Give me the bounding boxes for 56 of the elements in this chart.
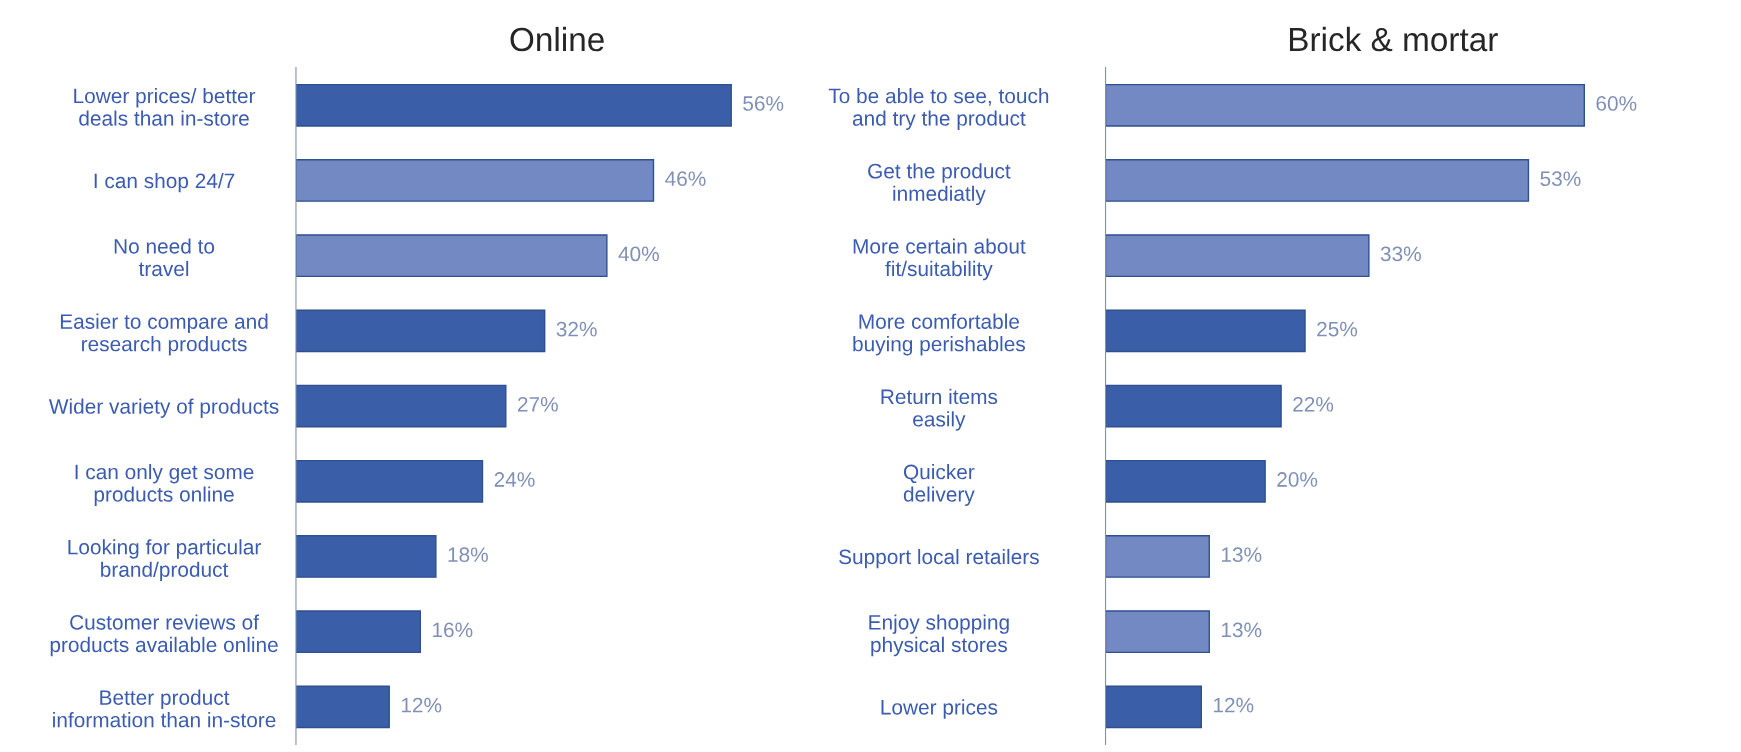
data-label: 33% — [1380, 246, 1421, 262]
bar — [295, 159, 655, 202]
bar — [295, 685, 390, 729]
data-label: 56% — [743, 96, 784, 111]
chart-title: Brick & mortar — [1289, 26, 1498, 52]
bar — [295, 535, 437, 578]
y-tick-label: Wider variety of products — [48, 398, 279, 418]
y-tick-label: Enjoy shopping physical stores — [869, 614, 1009, 657]
data-label: 40% — [618, 246, 659, 262]
data-label: 27% — [517, 396, 558, 412]
data-label: 12% — [1213, 697, 1254, 713]
data-label: 13% — [1221, 622, 1262, 638]
data-label: 60% — [1596, 96, 1637, 111]
data-label: 32% — [556, 321, 597, 337]
data-label: 16% — [433, 622, 473, 638]
data-label: 20% — [1277, 472, 1318, 487]
bar — [295, 309, 546, 353]
bar — [295, 610, 422, 654]
y-tick-label: More certain about fit/suitability — [853, 238, 1026, 281]
y-tick-label: Customer reviews of products available online — [50, 614, 278, 657]
y-tick-label: No need to travel — [114, 238, 215, 277]
data-label: 18% — [448, 547, 488, 563]
bar — [1105, 83, 1586, 127]
y-tick-label: I can shop 24/7 — [94, 172, 235, 193]
data-label: 46% — [665, 171, 706, 187]
y-tick-label: Support local retailers — [839, 548, 1039, 569]
bar — [1105, 685, 1202, 729]
data-label: 25% — [1317, 321, 1358, 337]
bar — [1105, 234, 1370, 278]
y-tick-label: Lower prices — [881, 699, 998, 719]
y-tick-label: To be able to see, touch and try the product — [828, 88, 1049, 130]
bar — [1105, 610, 1210, 654]
y-tick-label: Looking for particular brand/product — [68, 539, 261, 582]
y-tick-label: Return items easily — [881, 388, 998, 431]
y-tick-label: Better product information than in-store — [53, 689, 276, 728]
bar — [295, 83, 732, 127]
data-label: 13% — [1221, 547, 1262, 563]
data-label: 22% — [1293, 396, 1334, 412]
bar — [1105, 535, 1210, 578]
y-tick-label: Quicker delivery — [903, 464, 975, 506]
y-tick-label: Easier to compare and research products — [60, 313, 268, 356]
bar — [295, 234, 608, 278]
bar — [295, 459, 484, 503]
data-label: 53% — [1540, 171, 1581, 187]
bar — [295, 384, 507, 428]
y-tick-label: Get the product inmediatly — [868, 163, 1011, 206]
y-tick-label: I can only get some products online — [75, 464, 254, 506]
bar — [1105, 159, 1530, 202]
y-tick-label: More comfortable buying perishables — [853, 313, 1025, 356]
chart-title: Online — [510, 26, 604, 52]
bar — [1105, 459, 1266, 503]
data-label: 24% — [494, 472, 535, 487]
y-tick-label: Lower prices/ better deals than in-store — [74, 88, 256, 126]
data-label: 12% — [401, 697, 442, 713]
bar — [1105, 309, 1306, 353]
bar — [1105, 384, 1282, 428]
